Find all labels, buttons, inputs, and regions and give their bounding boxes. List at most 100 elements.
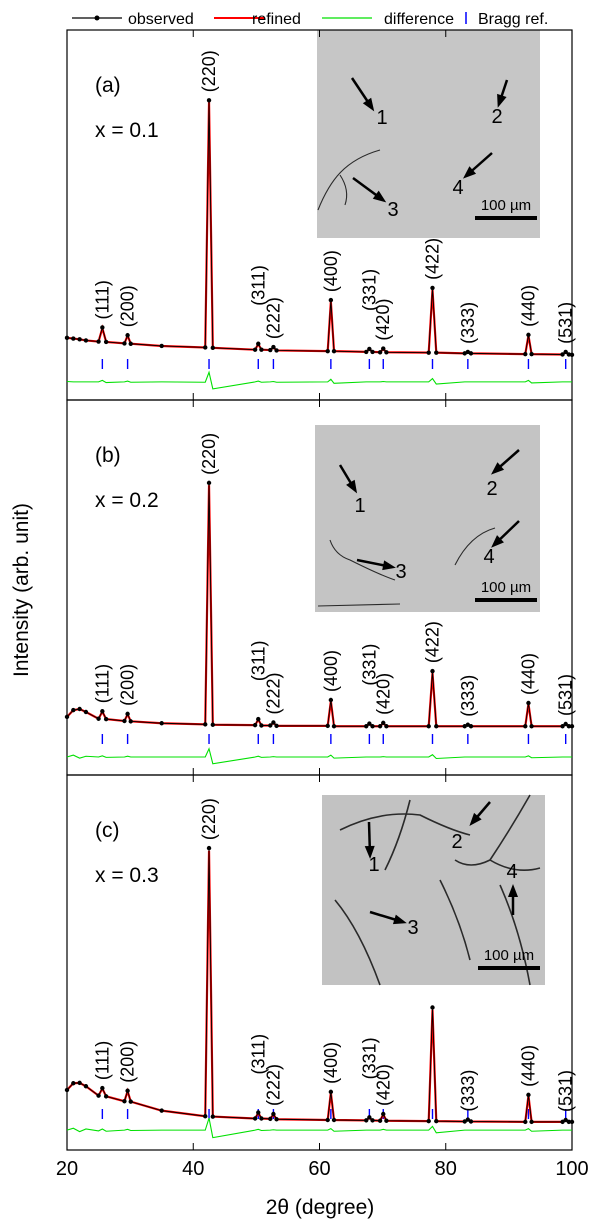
observed-point — [65, 1088, 69, 1092]
peak-label: (111) — [92, 280, 112, 319]
observed-point — [526, 333, 530, 337]
observed-point — [271, 1112, 275, 1116]
peak-label: (200) — [118, 285, 138, 327]
y-axis-label: Intensity (arb. unit) — [10, 503, 33, 677]
observed-point — [271, 345, 275, 349]
legend-swatch-dot — [95, 16, 100, 21]
observed-point — [570, 1120, 574, 1124]
observed-point — [65, 336, 69, 340]
observed-point — [329, 298, 333, 302]
peak-label: (222) — [263, 1064, 283, 1106]
composition-label: x = 0.2 — [95, 489, 159, 512]
observed-point — [259, 723, 263, 727]
peak-label: (531) — [556, 1070, 576, 1112]
x-axis-label: 2θ (degree) — [266, 1196, 375, 1219]
observed-point — [434, 1119, 438, 1123]
legend-label: Bragg ref. — [478, 11, 548, 28]
observed-point — [211, 723, 215, 727]
scale-bar-label: 100 µm — [484, 947, 534, 964]
x-tick-label: 20 — [56, 1158, 78, 1180]
observed-point — [274, 724, 278, 728]
observed-point — [570, 353, 574, 357]
observed-point — [384, 350, 388, 354]
observed-point — [211, 346, 215, 350]
peak-label: (220) — [199, 50, 219, 92]
observed-point — [100, 709, 104, 713]
observed-point — [84, 710, 88, 714]
observed-point — [207, 98, 211, 102]
observed-point — [523, 352, 527, 356]
observed-point — [77, 1081, 81, 1085]
scale-bar-label: 100 µm — [481, 579, 531, 596]
observed-point — [381, 346, 385, 350]
peak-label: (420) — [373, 299, 393, 341]
composition-label: x = 0.3 — [95, 864, 159, 887]
observed-point — [326, 349, 330, 353]
observed-point — [96, 717, 100, 721]
observed-point — [570, 724, 574, 728]
observed-point — [381, 721, 385, 725]
observed-point — [469, 351, 473, 355]
observed-point — [370, 350, 374, 354]
observed-point — [104, 340, 108, 344]
observed-point — [100, 1086, 104, 1090]
observed-point — [71, 336, 75, 340]
observed-point — [256, 717, 260, 721]
observed-point — [526, 701, 530, 705]
observed-point — [125, 712, 129, 716]
observed-point — [77, 707, 81, 711]
observed-point — [274, 348, 278, 352]
observed-point — [256, 342, 260, 346]
observed-point — [469, 1119, 473, 1123]
peak-label: (400) — [321, 650, 341, 692]
observed-point — [370, 1118, 374, 1122]
inset-marker: 1 — [354, 495, 365, 517]
observed-point — [207, 846, 211, 850]
peak-label: (420) — [373, 1064, 393, 1106]
peak-label: (200) — [118, 664, 138, 706]
observed-point — [259, 347, 263, 351]
observed-point — [427, 724, 431, 728]
inset-marker: 2 — [451, 831, 462, 853]
observed-point — [129, 342, 133, 346]
observed-point — [122, 1099, 126, 1103]
peak-label: (531) — [556, 674, 576, 716]
peak-label: (440) — [518, 1045, 538, 1087]
panel-label: (c) — [95, 819, 120, 842]
observed-point — [430, 1005, 434, 1009]
peak-label: (400) — [321, 1042, 341, 1084]
x-tick-label: 100 — [555, 1158, 588, 1180]
inset-marker: 4 — [483, 546, 494, 568]
series-line — [67, 372, 572, 389]
observed-point — [96, 339, 100, 343]
legend-label: observed — [128, 11, 194, 28]
observed-point — [384, 724, 388, 728]
peak-label: (220) — [199, 433, 219, 475]
observed-point — [256, 1110, 260, 1114]
observed-point — [96, 1093, 100, 1097]
observed-point — [332, 349, 336, 353]
peak-label: (333) — [458, 1070, 478, 1112]
observed-point — [84, 338, 88, 342]
observed-point — [84, 1084, 88, 1088]
peak-label: (422) — [422, 621, 442, 663]
observed-point — [378, 724, 382, 728]
peak-label: (222) — [263, 297, 283, 339]
legend-label: refined — [252, 11, 301, 28]
inset-marker: 4 — [506, 861, 517, 883]
inset-marker: 4 — [452, 177, 463, 199]
peak-label: (111) — [92, 664, 112, 703]
peak-label: (333) — [458, 675, 478, 717]
legend-label: difference — [384, 11, 454, 28]
observed-point — [370, 724, 374, 728]
observed-point — [332, 724, 336, 728]
observed-point — [65, 715, 69, 719]
panel-label: (b) — [95, 444, 121, 467]
observed-point — [203, 722, 207, 726]
observed-point — [326, 724, 330, 728]
inset-marker: 3 — [407, 917, 418, 939]
observed-point — [71, 1081, 75, 1085]
observed-point — [125, 1089, 129, 1093]
